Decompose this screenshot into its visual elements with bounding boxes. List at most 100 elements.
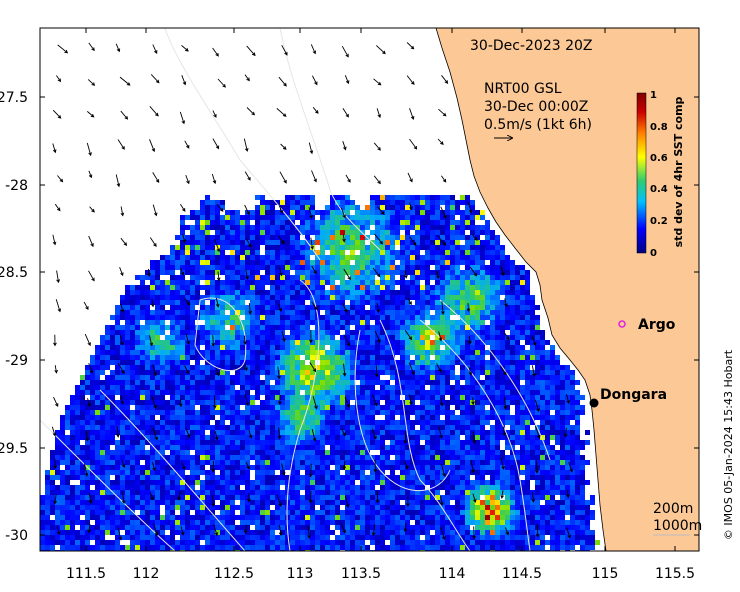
sst-pixel <box>240 410 245 415</box>
sst-pixel <box>285 440 290 445</box>
sst-pixel <box>515 470 520 475</box>
sst-pixel <box>340 460 345 465</box>
sst-pixel <box>275 420 280 425</box>
sst-pixel <box>360 330 365 335</box>
sst-pixel <box>100 395 105 400</box>
sst-pixel <box>260 240 265 245</box>
sst-pixel <box>315 385 320 390</box>
sst-pixel <box>230 265 235 270</box>
sst-pixel <box>225 380 230 385</box>
sst-pixel <box>315 460 320 465</box>
sst-pixel <box>320 360 325 365</box>
sst-pixel <box>80 485 85 490</box>
sst-pixel <box>430 475 435 480</box>
sst-pixel <box>270 280 275 285</box>
sst-pixel <box>345 335 350 340</box>
sst-pixel <box>135 290 140 295</box>
sst-pixel <box>580 440 585 445</box>
sst-pixel <box>385 275 390 280</box>
sst-pixel <box>100 440 105 445</box>
sst-pixel <box>450 445 455 450</box>
sst-pixel <box>435 270 440 275</box>
sst-pixel <box>155 430 160 435</box>
sst-pixel <box>510 480 515 485</box>
sst-pixel <box>460 420 465 425</box>
sst-pixel <box>280 310 285 315</box>
sst-pixel <box>155 315 160 320</box>
sst-pixel <box>550 400 555 405</box>
sst-pixel <box>275 225 280 230</box>
sst-pixel <box>325 440 330 445</box>
sst-pixel <box>525 440 530 445</box>
sst-pixel <box>140 305 145 310</box>
sst-pixel <box>200 380 205 385</box>
sst-pixel <box>445 310 450 315</box>
sst-pixel <box>425 240 430 245</box>
sst-pixel <box>535 435 540 440</box>
sst-pixel <box>420 240 425 245</box>
sst-pixel <box>260 225 265 230</box>
sst-pixel <box>520 440 525 445</box>
sst-pixel <box>90 460 95 465</box>
sst-pixel <box>170 460 175 465</box>
sst-pixel <box>170 245 175 250</box>
sst-pixel <box>85 370 90 375</box>
sst-pixel <box>285 385 290 390</box>
sst-pixel <box>435 295 440 300</box>
sst-pixel <box>265 330 270 335</box>
sst-pixel <box>220 375 225 380</box>
sst-pixel <box>575 485 580 490</box>
sst-pixel <box>465 265 470 270</box>
sst-pixel <box>440 455 445 460</box>
sst-pixel <box>235 400 240 405</box>
sst-pixel <box>545 380 550 385</box>
sst-pixel <box>225 405 230 410</box>
sst-pixel <box>300 430 305 435</box>
sst-pixel <box>400 350 405 355</box>
sst-pixel <box>185 305 190 310</box>
sst-pixel <box>515 310 520 315</box>
sst-pixel <box>265 460 270 465</box>
sst-pixel <box>190 465 195 470</box>
sst-pixel <box>225 365 230 370</box>
sst-pixel <box>150 290 155 295</box>
sst-pixel <box>385 325 390 330</box>
sst-pixel <box>515 385 520 390</box>
sst-pixel <box>370 345 375 350</box>
sst-pixel <box>380 420 385 425</box>
sst-pixel <box>170 435 175 440</box>
sst-pixel <box>65 490 70 495</box>
sst-pixel <box>315 405 320 410</box>
sst-pixel <box>355 225 360 230</box>
sst-pixel <box>265 480 270 485</box>
sst-pixel <box>245 240 250 245</box>
sst-pixel <box>500 245 505 250</box>
sst-pixel <box>180 295 185 300</box>
sst-pixel <box>205 425 210 430</box>
sst-pixel <box>510 390 515 395</box>
sst-pixel <box>65 450 70 455</box>
sst-pixel <box>125 390 130 395</box>
sst-pixel <box>305 335 310 340</box>
sst-pixel <box>90 480 95 485</box>
sst-pixel <box>70 470 75 475</box>
sst-pixel <box>360 255 365 260</box>
sst-pixel <box>565 415 570 420</box>
sst-pixel <box>455 405 460 410</box>
sst-pixel <box>485 335 490 340</box>
sst-pixel <box>520 420 525 425</box>
sst-pixel <box>530 310 535 315</box>
sst-pixel <box>315 425 320 430</box>
sst-pixel <box>235 420 240 425</box>
sst-pixel <box>350 415 355 420</box>
sst-pixel <box>275 320 280 325</box>
sst-pixel <box>110 470 115 475</box>
sst-pixel <box>270 420 275 425</box>
sst-pixel <box>470 375 475 380</box>
sst-pixel <box>295 460 300 465</box>
sst-pixel <box>205 330 210 335</box>
sst-pixel <box>450 230 455 235</box>
sst-pixel <box>390 235 395 240</box>
sst-pixel <box>505 445 510 450</box>
sst-pixel <box>280 235 285 240</box>
